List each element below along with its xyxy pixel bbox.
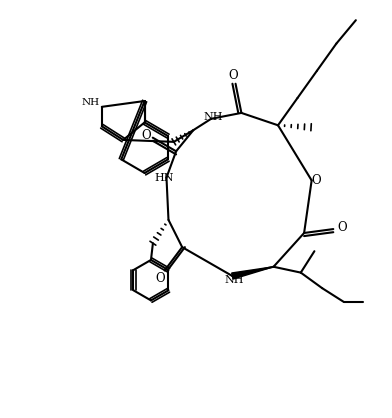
Polygon shape	[232, 267, 274, 279]
Text: O: O	[312, 174, 321, 187]
Text: NH: NH	[82, 99, 100, 107]
Text: O: O	[229, 69, 238, 82]
Text: O: O	[141, 129, 151, 142]
Text: NH: NH	[225, 275, 244, 285]
Text: O: O	[155, 272, 165, 285]
Text: NH: NH	[203, 112, 223, 122]
Text: O: O	[337, 221, 347, 234]
Text: HN: HN	[155, 173, 174, 183]
